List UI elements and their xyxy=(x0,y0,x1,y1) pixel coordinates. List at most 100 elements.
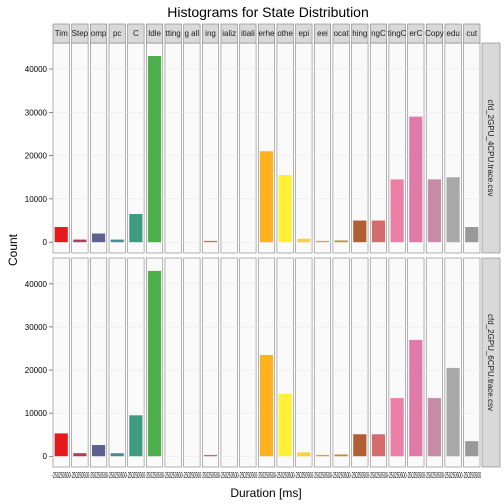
column-strip-label: ngC xyxy=(371,29,386,38)
facet-panel: g all xyxy=(183,23,201,254)
facet-panel: ocat xyxy=(332,23,350,254)
x-tick-label: -250250500 xyxy=(388,471,407,480)
bar xyxy=(259,151,274,243)
bar xyxy=(129,415,143,457)
column-strip-label: pc xyxy=(113,29,121,38)
column-strip-label: g all xyxy=(185,29,200,38)
facet-panel: Step xyxy=(71,23,89,254)
facet-panel: erhe xyxy=(257,23,275,254)
x-tick-label: -250250500 xyxy=(294,471,313,480)
y-tick-label: 0 xyxy=(43,238,48,247)
y-tick-label: 30000 xyxy=(25,323,48,332)
facet-panel: -250250500 xyxy=(52,257,71,480)
panel-background xyxy=(332,42,350,254)
bar xyxy=(259,354,274,457)
bar xyxy=(446,367,460,457)
facet-panel: -250250500 xyxy=(332,257,351,480)
column-strip xyxy=(295,23,313,44)
panel-background xyxy=(127,257,145,468)
panel-background xyxy=(201,42,220,254)
facet-panel: Tim xyxy=(52,23,70,254)
x-tick-label: -250250500 xyxy=(239,471,258,480)
facet-panel: ing xyxy=(201,23,220,254)
y-tick-label: 40000 xyxy=(25,65,48,74)
facet-panel: hing xyxy=(351,23,369,254)
bar xyxy=(73,453,87,457)
y-tick-label: 0 xyxy=(43,452,48,461)
column-strip-label: epi xyxy=(298,29,309,38)
column-strip xyxy=(276,23,294,44)
column-strip xyxy=(369,23,387,44)
bar xyxy=(54,227,68,243)
column-strip xyxy=(127,23,145,44)
facet-panel: itiali xyxy=(239,23,257,254)
chart-title: Histograms for State Distribution xyxy=(167,4,369,20)
x-tick-label: -250250500 xyxy=(108,471,127,480)
bar xyxy=(409,116,423,243)
facet-panel: -250250500 xyxy=(425,257,444,480)
column-strip xyxy=(463,23,481,44)
panel-background xyxy=(108,42,126,254)
bar xyxy=(129,214,143,243)
facet-panel: -250250500 xyxy=(313,257,332,480)
column-strip xyxy=(313,23,332,44)
bar xyxy=(353,220,367,243)
column-strip-label: tingC xyxy=(388,29,407,38)
bar xyxy=(91,233,106,243)
row-strip-label: cfd_2GPU_4CPU.trace.csv xyxy=(486,100,495,197)
bar xyxy=(147,270,162,457)
bar xyxy=(390,398,404,457)
bar xyxy=(371,220,386,243)
panel-background xyxy=(313,257,332,468)
facet-panel: edu xyxy=(444,23,462,254)
column-strip-label: erC xyxy=(409,29,422,38)
panel-background xyxy=(52,257,70,468)
row-strip-label: cfd_2GPU_6CPU.trace.csv xyxy=(486,314,495,411)
facet-panel: -250250500 xyxy=(350,257,369,480)
facet-panel: -250250500 xyxy=(108,257,127,480)
y-tick-label: 20000 xyxy=(25,366,48,375)
x-tick-label: -250250500 xyxy=(71,471,90,480)
column-strip-label: Tim xyxy=(55,29,68,38)
bar xyxy=(446,177,460,243)
x-axis-title: Duration [ms] xyxy=(230,486,301,500)
x-tick-label: -250250500 xyxy=(462,471,481,480)
facet-panel: -250250500 xyxy=(406,257,425,480)
facet-panel: tingC xyxy=(388,23,407,254)
bar xyxy=(465,441,479,457)
facet-panel: ngC xyxy=(369,23,387,254)
column-strip-label: Idle xyxy=(148,29,161,38)
facet-panel: pc xyxy=(108,23,126,254)
facet-panel: tting xyxy=(164,23,182,254)
x-tick-label: -250250500 xyxy=(89,471,108,480)
facet-panel: eei xyxy=(313,23,332,254)
panel-background xyxy=(351,257,369,468)
facet-panel: -250250500 xyxy=(294,257,313,480)
y-tick-label: 10000 xyxy=(25,409,48,418)
y-tick-label: 20000 xyxy=(25,152,48,161)
column-strip xyxy=(444,23,462,44)
panel-background xyxy=(71,257,89,468)
facet-panel: -250250500 xyxy=(201,257,220,480)
bar xyxy=(427,179,442,243)
bar xyxy=(315,240,330,243)
column-strip xyxy=(220,23,238,44)
facet-grid: 0 10000 20000 30000 40000 Tim Step omp pc C Idle tt… xyxy=(25,23,501,480)
panel-background xyxy=(90,257,108,468)
column-strip-label: itiali xyxy=(241,29,255,38)
bar xyxy=(297,238,311,243)
x-tick-label: -250250500 xyxy=(52,471,71,480)
column-strip xyxy=(332,23,350,44)
bar xyxy=(465,227,479,243)
column-strip xyxy=(425,23,443,44)
panel-background xyxy=(220,257,238,468)
x-tick-label: -250250500 xyxy=(220,471,239,480)
panel-background xyxy=(108,257,126,468)
facet-panel: cut xyxy=(463,23,481,254)
column-strip-label: cut xyxy=(466,29,477,38)
panel-background xyxy=(183,257,201,468)
facet-panel: -250250500 xyxy=(462,257,481,480)
facet-panel: -250250500 xyxy=(145,257,164,480)
